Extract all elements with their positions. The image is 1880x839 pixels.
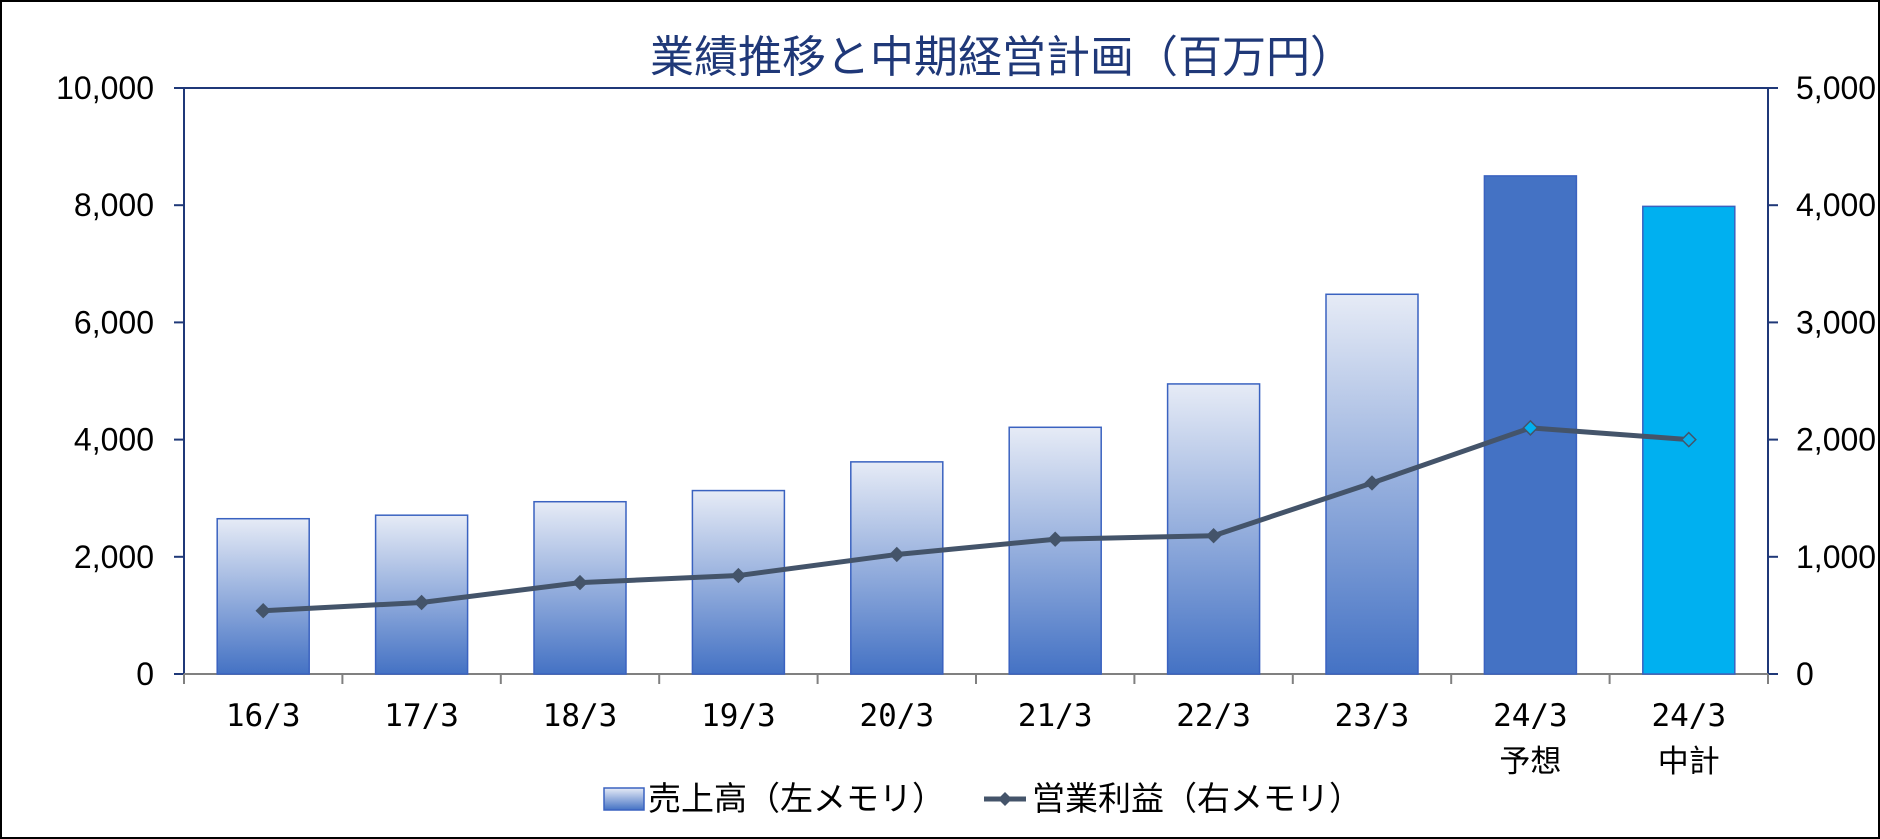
x-tick-label: 24/3 中計: [1651, 698, 1726, 780]
x-tick-label: 24/3 予想: [1493, 698, 1568, 780]
line-operating-profit: [263, 425, 1689, 614]
x-tick-label: 21/3: [1018, 698, 1093, 734]
x-tick-label: 23/3: [1335, 698, 1410, 734]
chart-title: 業績推移と中期経営計画（百万円）: [650, 32, 1354, 83]
legend-swatch-marker: [998, 792, 1012, 806]
axes-group: 0 2,000 4,000 6,000 8,000 10,000 0 1,000 2,000 3,…: [56, 70, 1876, 692]
legend: 売上高（左メモリ） 営業利益（右メモリ）: [603, 779, 1362, 818]
x-tick-label: 19/3: [701, 698, 776, 734]
point-operating-profit: [730, 567, 747, 584]
y-right-tick-label: 5,000: [1796, 70, 1876, 106]
y-left-tick-label: 4,000: [74, 422, 154, 458]
point-operating-profit: [1522, 419, 1539, 436]
y-right-tick-label: 4,000: [1796, 187, 1876, 223]
y-left-tick-label: 6,000: [74, 304, 154, 340]
x-tick-label: 16/3: [226, 698, 301, 734]
bars-group: [216, 175, 1736, 675]
bar-sales: [850, 461, 944, 675]
y-left-tick-label: 0: [136, 656, 154, 692]
legend-label-operating-profit: 営業利益（右メモリ）: [1032, 779, 1362, 818]
category-labels-group: 16/3 17/3 18/3 19/3 20/3 21/3 22/3 23/3 24/3 予想 24…: [226, 698, 1726, 780]
bar-sales: [1642, 205, 1736, 675]
bar-sales: [374, 514, 469, 675]
point-operating-profit: [413, 594, 430, 611]
legend-label-sales: 売上高（左メモリ）: [648, 779, 945, 818]
y-right-tick-label: 2,000: [1796, 422, 1876, 458]
bar-sales: [216, 517, 310, 675]
point-operating-profit: [1680, 431, 1697, 448]
legend-swatch-sales: [603, 787, 645, 811]
point-operating-profit: [1047, 531, 1063, 547]
y-right-tick-label: 0: [1796, 656, 1814, 692]
x-tick-label: 17/3: [384, 698, 459, 734]
point-operating-profit: [1364, 475, 1380, 491]
y-left-tick-label: 8,000: [74, 187, 154, 223]
y-right-tick-label: 3,000: [1796, 304, 1876, 340]
point-operating-profit: [889, 546, 905, 563]
y-left-tick-label: 10,000: [56, 70, 154, 106]
x-tick-label: 20/3: [859, 698, 934, 734]
y-left-tick-label: 2,000: [74, 539, 154, 575]
point-operating-profit: [255, 603, 271, 619]
x-tick-label: 18/3: [543, 698, 618, 734]
x-tick-label: 22/3: [1176, 698, 1251, 734]
line-series-group: [255, 419, 1697, 619]
point-operating-profit: [1205, 527, 1222, 544]
point-operating-profit: [572, 574, 588, 591]
bar-sales: [1008, 426, 1102, 675]
y-right-tick-label: 1,000: [1796, 539, 1876, 575]
